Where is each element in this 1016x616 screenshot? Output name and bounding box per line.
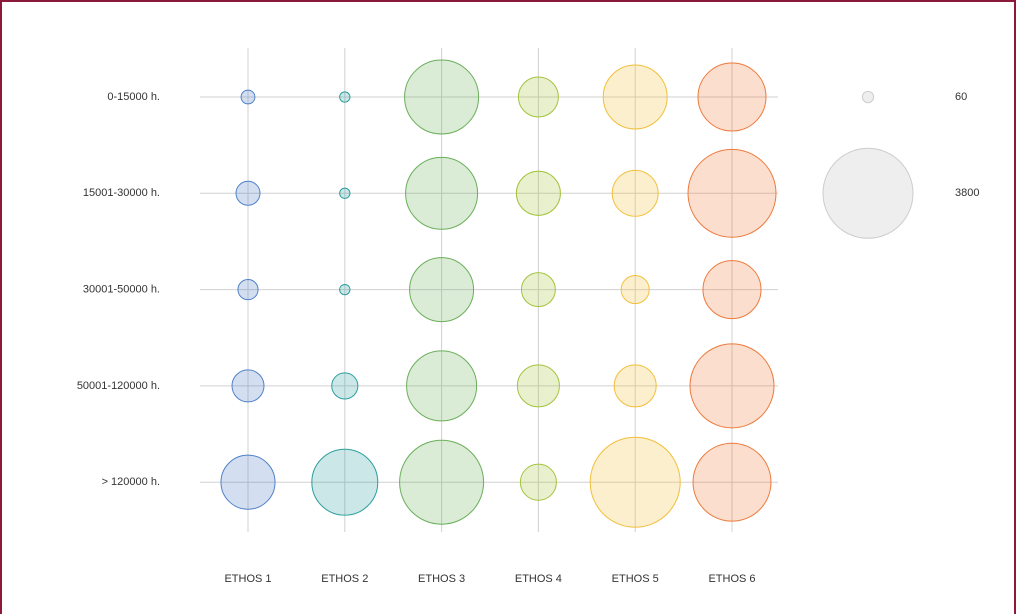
x-tick-label: ETHOS 5 bbox=[612, 573, 659, 585]
x-tick-label: ETHOS 4 bbox=[515, 573, 562, 585]
bubble bbox=[519, 463, 557, 501]
bubble bbox=[611, 169, 659, 217]
bubble bbox=[399, 439, 485, 525]
bubble bbox=[240, 89, 256, 105]
bubble bbox=[517, 76, 559, 118]
x-tick-label: ETHOS 3 bbox=[418, 573, 465, 585]
bubble bbox=[220, 454, 276, 510]
bubble bbox=[237, 279, 259, 301]
bubble bbox=[515, 170, 561, 216]
bubble bbox=[339, 91, 351, 103]
size-legend-bubble bbox=[822, 147, 914, 239]
x-tick-label: ETHOS 2 bbox=[321, 573, 368, 585]
bubble bbox=[702, 260, 762, 320]
bubble bbox=[687, 148, 777, 238]
bubble bbox=[406, 350, 478, 422]
bubble bbox=[405, 156, 479, 230]
bubble bbox=[231, 369, 265, 403]
bubble bbox=[602, 64, 668, 130]
bubble bbox=[613, 364, 657, 408]
y-tick-label: 15001-30000 h. bbox=[83, 187, 160, 199]
y-tick-label: > 120000 h. bbox=[102, 476, 160, 488]
bubble bbox=[409, 257, 475, 323]
y-tick-label: 0-15000 h. bbox=[107, 91, 160, 103]
y-tick-label: 50001-120000 h. bbox=[77, 380, 160, 392]
bubble bbox=[235, 180, 261, 206]
bubble bbox=[520, 272, 556, 308]
x-tick-label: ETHOS 1 bbox=[224, 573, 271, 585]
bubble bbox=[339, 187, 351, 199]
x-tick-label: ETHOS 6 bbox=[708, 573, 755, 585]
bubble bbox=[589, 436, 681, 528]
bubble bbox=[697, 62, 767, 132]
y-tick-label: 30001-50000 h. bbox=[83, 284, 160, 296]
bubble bbox=[404, 59, 480, 135]
bubble bbox=[692, 442, 772, 522]
bubble bbox=[516, 364, 560, 408]
size-legend-bubble bbox=[861, 90, 875, 104]
bubble bbox=[331, 372, 359, 400]
bubble bbox=[311, 448, 379, 516]
size-legend-label: 60 bbox=[955, 91, 967, 103]
size-legend-label: 3800 bbox=[955, 187, 979, 199]
bubble bbox=[339, 283, 351, 296]
bubble bbox=[620, 275, 650, 305]
bubble bbox=[689, 343, 775, 429]
